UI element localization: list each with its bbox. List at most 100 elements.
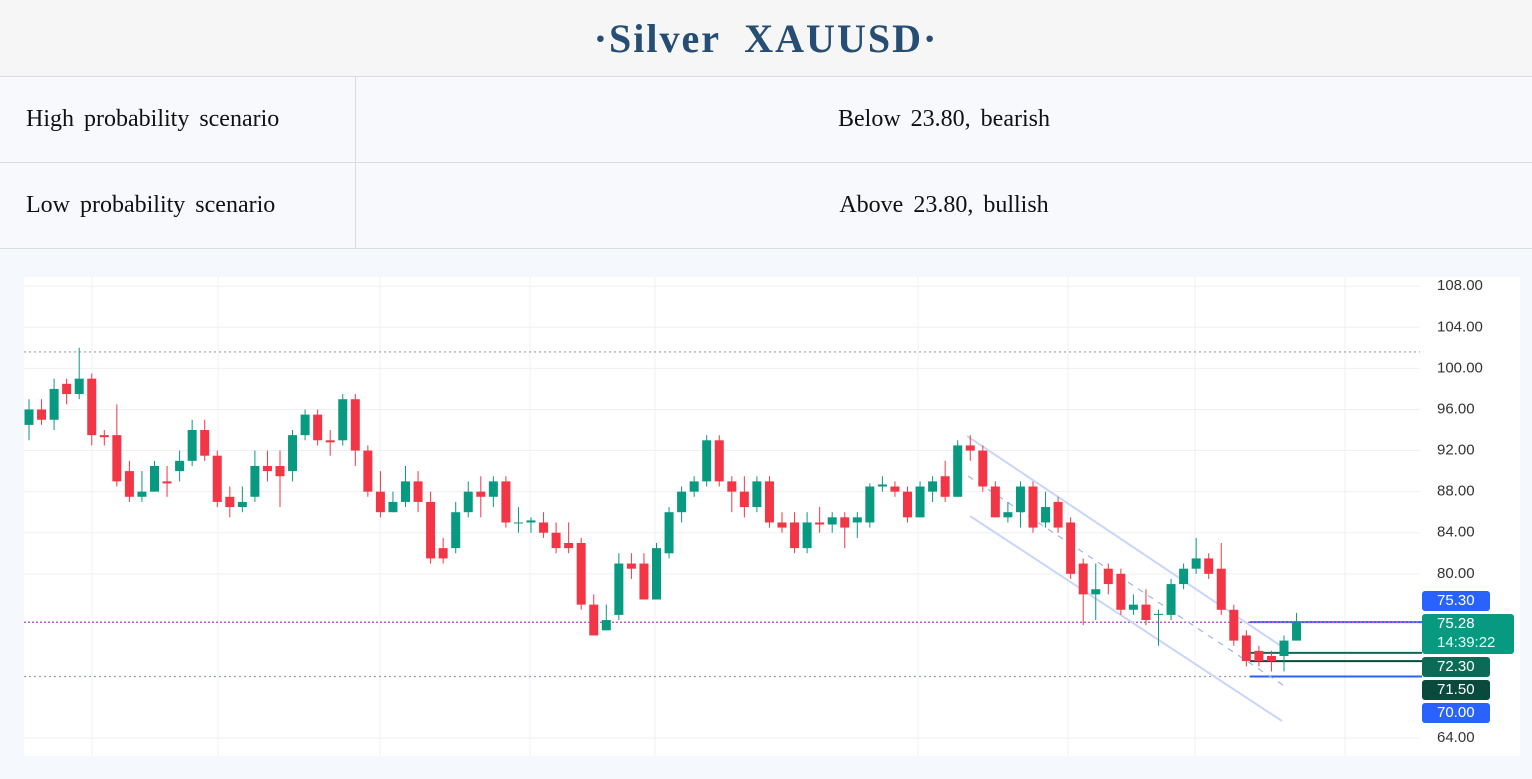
candle-body [513,522,523,524]
candle-body [752,481,762,508]
candle-body [413,481,423,502]
candle-body [313,414,323,441]
candle-body [764,481,774,523]
y-tick-label: 80.00 [1437,565,1475,582]
candle-body [212,455,222,502]
candle-body [702,440,712,482]
candle-body [350,399,360,451]
candle-body [501,481,511,523]
price-label: 71.50 [1437,681,1475,698]
candle-body [852,517,862,523]
candle-body [928,481,938,492]
candle-body [401,481,410,502]
candle-body [739,491,749,508]
candle-body [978,450,988,487]
countdown: 14:39:22 [1437,634,1495,651]
candle-body [74,378,84,395]
y-tick-label: 96.00 [1437,400,1475,417]
price-label-box [1422,679,1490,700]
candle-body [62,383,72,395]
candle-body [325,440,335,443]
candle-body [463,491,473,513]
candle-body [162,481,172,484]
candle-body [1266,655,1276,662]
candle-body [877,484,887,487]
candle-body [1091,589,1101,595]
candle-body [1279,640,1289,656]
candle-body [225,496,235,508]
candle-body [965,445,975,451]
y-tick-label: 88.00 [1437,483,1475,500]
price-labels: 64.00 80.00 84.00 88.00 92.00 96.00 100.00 104.… [1422,277,1514,746]
table-row: High probability scenario Below 23.80, b… [0,77,1532,163]
candle-body [24,409,34,425]
y-tick-label: 100.00 [1437,359,1483,376]
candle-body [727,481,737,492]
candle-body [262,465,272,472]
candle-body [1078,563,1088,595]
candle-body [275,465,285,477]
candle-body [953,445,963,497]
candle-body [99,435,109,438]
y-tick-label: 84.00 [1437,524,1475,541]
candle-body [49,388,59,420]
candle-body [338,399,348,441]
table-cell: High probability scenario [0,77,356,162]
y-tick-label: 108.00 [1437,277,1483,294]
candle-body [137,491,147,497]
candle-body [363,450,373,492]
price-label-box [1422,702,1490,723]
y-tick-label: 92.00 [1437,442,1475,459]
price-label-box [1422,613,1514,654]
candle-body [237,501,247,508]
price-label: 72.30 [1437,658,1475,675]
candle-body [664,512,674,554]
candle-body [626,563,636,569]
header: ·Silver XAUUSD· [0,0,1532,77]
candle-body [388,501,398,513]
candle-body [288,435,298,472]
table-cell: Low probability scenario [0,163,356,248]
candle-body [200,430,210,456]
candle-body [890,486,900,492]
candle-body [1229,609,1239,641]
candle-body [526,520,536,523]
candle-body [1254,650,1264,662]
chart: 64.00 80.00 84.00 88.00 92.00 96.00 100.00 104.… [24,277,1520,756]
candle-body [1191,558,1201,569]
candle-body [714,440,724,482]
price-label: 70.00 [1437,704,1475,721]
candle-body [1154,613,1163,615]
candle-body [426,501,436,559]
price-label: 75.30 [1437,592,1475,609]
candle-body [1241,635,1251,662]
candle-body [250,465,260,497]
candle-body [589,604,599,636]
candle-body [1292,622,1302,641]
candle-body [1066,522,1076,574]
candle-body [150,465,159,492]
candle-body [802,522,812,549]
candle-body [187,430,197,461]
candle-body [1116,573,1126,610]
candle-body [639,563,649,600]
y-tick-label: 64.00 [1437,729,1475,746]
candle-body [488,481,498,497]
horizontal-lines [24,351,1422,678]
candle-body [903,491,912,518]
candle-body [677,491,687,513]
candle-body [1015,486,1025,513]
candle-body [1179,568,1189,585]
price-label-box [1422,656,1490,677]
candle-body [1028,486,1038,528]
candle-body [576,543,586,605]
candle-body [815,522,825,525]
candle-body [112,435,122,482]
price-label-box [1422,590,1490,611]
price-label: 75.28 [1437,615,1475,632]
candle-body [915,486,925,518]
candle-body [1003,512,1013,518]
candle-body [1166,584,1176,615]
candle-body [451,512,461,549]
